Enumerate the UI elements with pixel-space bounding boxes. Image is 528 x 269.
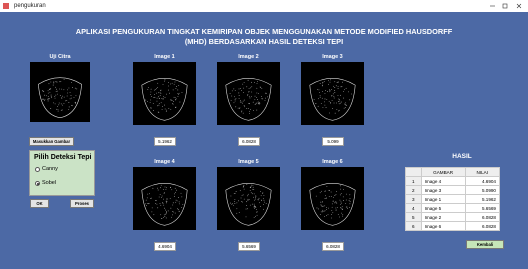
image-label: Image 6: [301, 159, 364, 165]
row-number: 5: [406, 213, 422, 222]
corner-cell: [406, 168, 422, 177]
load-button[interactable]: Masukkan Gambar: [29, 137, 74, 146]
image-label: Image 2: [217, 54, 280, 60]
edge-panel: Pilih Deteksi Tepi Canny Sobel: [29, 150, 95, 196]
score-field[interactable]: 5.6569: [238, 242, 260, 251]
back-button[interactable]: Kembali: [466, 240, 504, 249]
ok-button[interactable]: OK: [30, 199, 49, 208]
radio-option[interactable]: Canny: [35, 166, 58, 172]
window-title: pengukuran: [14, 3, 46, 9]
row-number: 1: [406, 177, 422, 186]
image-name: Image 5: [421, 204, 465, 213]
image-name: Image 3: [421, 186, 465, 195]
radio-dot[interactable]: [35, 167, 40, 172]
column-header: NILAI: [465, 168, 499, 177]
edge-image: [133, 62, 196, 125]
image-name: Image 2: [421, 213, 465, 222]
image-name: Image 4: [421, 177, 465, 186]
edge-image: [30, 62, 90, 122]
score-field[interactable]: 6.0828: [238, 137, 260, 146]
image-name: Image 6: [421, 222, 465, 231]
app-icon: [2, 2, 10, 10]
row-number: 4: [406, 204, 422, 213]
row-number: 2: [406, 186, 422, 195]
radio-label[interactable]: Canny: [42, 166, 58, 172]
score-field[interactable]: 4.6904: [154, 242, 176, 251]
process-button[interactable]: Proses: [70, 199, 94, 208]
score: 4.6904: [465, 177, 499, 186]
edge-image: [301, 167, 364, 230]
score: 5.1962: [465, 195, 499, 204]
score-field[interactable]: 5.099: [322, 137, 344, 146]
image-label: Image 5: [217, 159, 280, 165]
edge-image: [217, 167, 280, 230]
score: 5.0990: [465, 186, 499, 195]
radio-option[interactable]: Sobel: [35, 180, 56, 186]
edge-image: [133, 167, 196, 230]
window-controls[interactable]: [488, 1, 526, 11]
row-number: 3: [406, 195, 422, 204]
image-label: Image 3: [301, 54, 364, 60]
score-field[interactable]: 5.1962: [154, 137, 176, 146]
image-label: Image 1: [133, 54, 196, 60]
column-header: GAMBAR: [421, 168, 465, 177]
edge-image: [301, 62, 364, 125]
title-bar: pengukuran: [0, 0, 528, 12]
header-title-2: (MHD) BERDASARKAN HASIL DETEKSI TEPI: [0, 37, 528, 46]
app-window: pengukuran APLIKASI PENGUKURAN TINGKAT K…: [0, 0, 528, 269]
score: 6.0828: [465, 222, 499, 231]
header-title-1: APLIKASI PENGUKURAN TINGKAT KEMIRIPAN OB…: [0, 27, 528, 36]
radio-selected: [37, 183, 39, 185]
results-title: HASIL: [430, 153, 494, 160]
score: 5.6569: [465, 204, 499, 213]
radio-label[interactable]: Sobel: [42, 180, 56, 186]
score: 6.0828: [465, 213, 499, 222]
panel-title: Pilih Deteksi Tepi: [34, 154, 91, 161]
image-name: Image 1: [421, 195, 465, 204]
row-number: 6: [406, 222, 422, 231]
radio-dot[interactable]: [35, 181, 40, 186]
image-label: Image 4: [133, 159, 196, 165]
edge-image: [217, 62, 280, 125]
score-field[interactable]: 6.0828: [322, 242, 344, 251]
test-image-label: Uji Citra: [28, 54, 92, 60]
